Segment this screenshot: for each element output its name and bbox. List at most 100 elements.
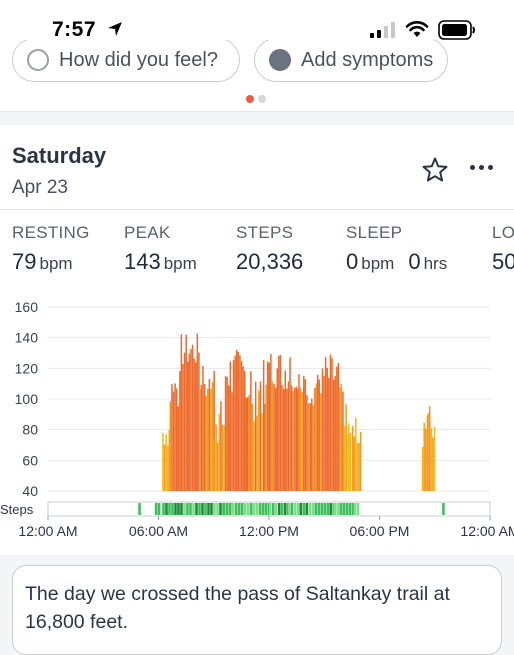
- steps-bar: [219, 503, 222, 515]
- heart-rate-bar: [355, 417, 357, 491]
- steps-bar: [296, 503, 300, 515]
- heart-rate-bar: [236, 350, 238, 491]
- heart-rate-bar: [237, 352, 240, 491]
- steps-bar: [326, 503, 330, 515]
- steps-bar: [195, 503, 198, 515]
- heart-rate-bar: [286, 388, 288, 491]
- steps-bar: [314, 503, 318, 515]
- heart-rate-bar: [207, 388, 209, 491]
- heart-rate-bar: [345, 404, 347, 491]
- steps-bar: [269, 503, 272, 515]
- heart-rate-bar: [423, 422, 425, 491]
- heart-rate-bar: [183, 352, 186, 491]
- heart-rate-bar: [245, 397, 248, 491]
- stat-label: SLEEP: [346, 223, 403, 242]
- heart-rate-bar: [268, 362, 271, 491]
- heart-rate-bar: [433, 427, 436, 491]
- more-options-icon[interactable]: [470, 165, 493, 170]
- add-symptoms-button[interactable]: Add symptoms: [254, 40, 448, 82]
- steps-bar: [207, 503, 210, 515]
- heart-rate-bar: [216, 442, 219, 491]
- heart-rate-bar: [290, 385, 293, 491]
- heart-rate-bar: [266, 361, 269, 491]
- steps-bar: [186, 503, 189, 515]
- heart-rate-bar: [273, 384, 275, 491]
- steps-bar: [308, 503, 312, 515]
- heart-rate-bar: [239, 355, 241, 491]
- stat-value-secondary: 0: [408, 249, 421, 274]
- heart-rate-bar: [289, 357, 291, 491]
- feedback-section: How did you feel? Add symptoms: [0, 40, 514, 112]
- day-date: Apr 23: [12, 177, 68, 198]
- star-icon[interactable]: [421, 156, 449, 184]
- steps-bar: [302, 503, 306, 515]
- steps-bar: [353, 503, 357, 515]
- heart-rate-bar: [347, 423, 350, 491]
- heart-rate-bar: [256, 415, 258, 491]
- steps-bar: [293, 503, 297, 515]
- steps-bar: [168, 503, 171, 515]
- steps-bar: [234, 503, 238, 515]
- heart-rate-bar: [250, 371, 252, 491]
- heart-rate-bar: [306, 395, 308, 491]
- location-arrow-icon: [108, 22, 122, 36]
- steps-bar: [442, 503, 445, 515]
- steps-bar: [323, 503, 327, 515]
- steps-bar: [278, 503, 281, 515]
- stat-value: 20,336: [236, 249, 304, 274]
- heart-rate-bar: [198, 352, 200, 491]
- y-tick-label: 140: [15, 330, 39, 346]
- stat-label: LO: [492, 223, 514, 242]
- steps-bar: [246, 503, 250, 515]
- heart-rate-bar: [231, 392, 233, 491]
- heart-rate-bar: [191, 344, 194, 491]
- day-title: Saturday: [12, 143, 107, 168]
- steps-bar: [157, 503, 161, 515]
- clock: 7:57: [52, 18, 97, 41]
- heart-rate-bar: [284, 370, 287, 491]
- steps-bar: [154, 503, 158, 515]
- steps-bar: [177, 503, 180, 515]
- heart-rate-bar: [331, 358, 333, 491]
- heart-rate-bar: [251, 403, 254, 491]
- battery-icon: [438, 20, 475, 40]
- smiley-icon: [27, 49, 49, 71]
- day-note[interactable]: The day we crossed the pass of Saltankay…: [12, 565, 502, 655]
- day-note-text: The day we crossed the pass of Saltankay…: [25, 583, 450, 633]
- heart-rate-bar: [265, 384, 267, 491]
- stat-unit: bpm: [361, 254, 395, 273]
- heart-rate-bar: [292, 391, 295, 491]
- steps-bar: [216, 503, 219, 515]
- steps-bar: [311, 503, 315, 515]
- steps-bar: [284, 503, 287, 515]
- heart-rate-bar: [349, 432, 352, 491]
- heart-rate-bar: [226, 376, 228, 491]
- heart-rate-bar: [425, 428, 427, 491]
- heart-rate-bar: [190, 348, 192, 491]
- heart-rate-bar: [169, 401, 172, 491]
- steps-bar: [204, 503, 207, 515]
- how-did-you-feel-button[interactable]: How did you feel?: [12, 40, 240, 82]
- heart-rate-bar: [172, 391, 175, 491]
- heart-rate-bar: [276, 368, 279, 491]
- heart-rate-bar: [346, 434, 348, 491]
- heart-rate-bar: [328, 377, 330, 491]
- y-tick-label: 80: [22, 422, 38, 438]
- steps-bar: [165, 503, 168, 515]
- stat-steps: STEPS 20,336: [236, 223, 303, 275]
- steps-bar: [252, 503, 256, 515]
- heart-rate-bar: [196, 333, 199, 491]
- heart-rate-bar: [282, 389, 285, 491]
- heart-rate-bar: [262, 360, 265, 491]
- heart-rate-bar: [329, 354, 332, 491]
- heart-rate-bar: [218, 413, 221, 491]
- heart-rate-bar: [318, 379, 320, 491]
- steps-bar: [228, 503, 232, 515]
- steps-bar: [317, 503, 321, 515]
- divider: [0, 209, 514, 210]
- heart-rate-bar: [187, 361, 189, 491]
- heart-rate-bar: [336, 366, 338, 491]
- heart-rate-bar: [315, 383, 318, 491]
- heart-rate-bar: [281, 385, 283, 491]
- y-tick-label: 40: [22, 483, 38, 499]
